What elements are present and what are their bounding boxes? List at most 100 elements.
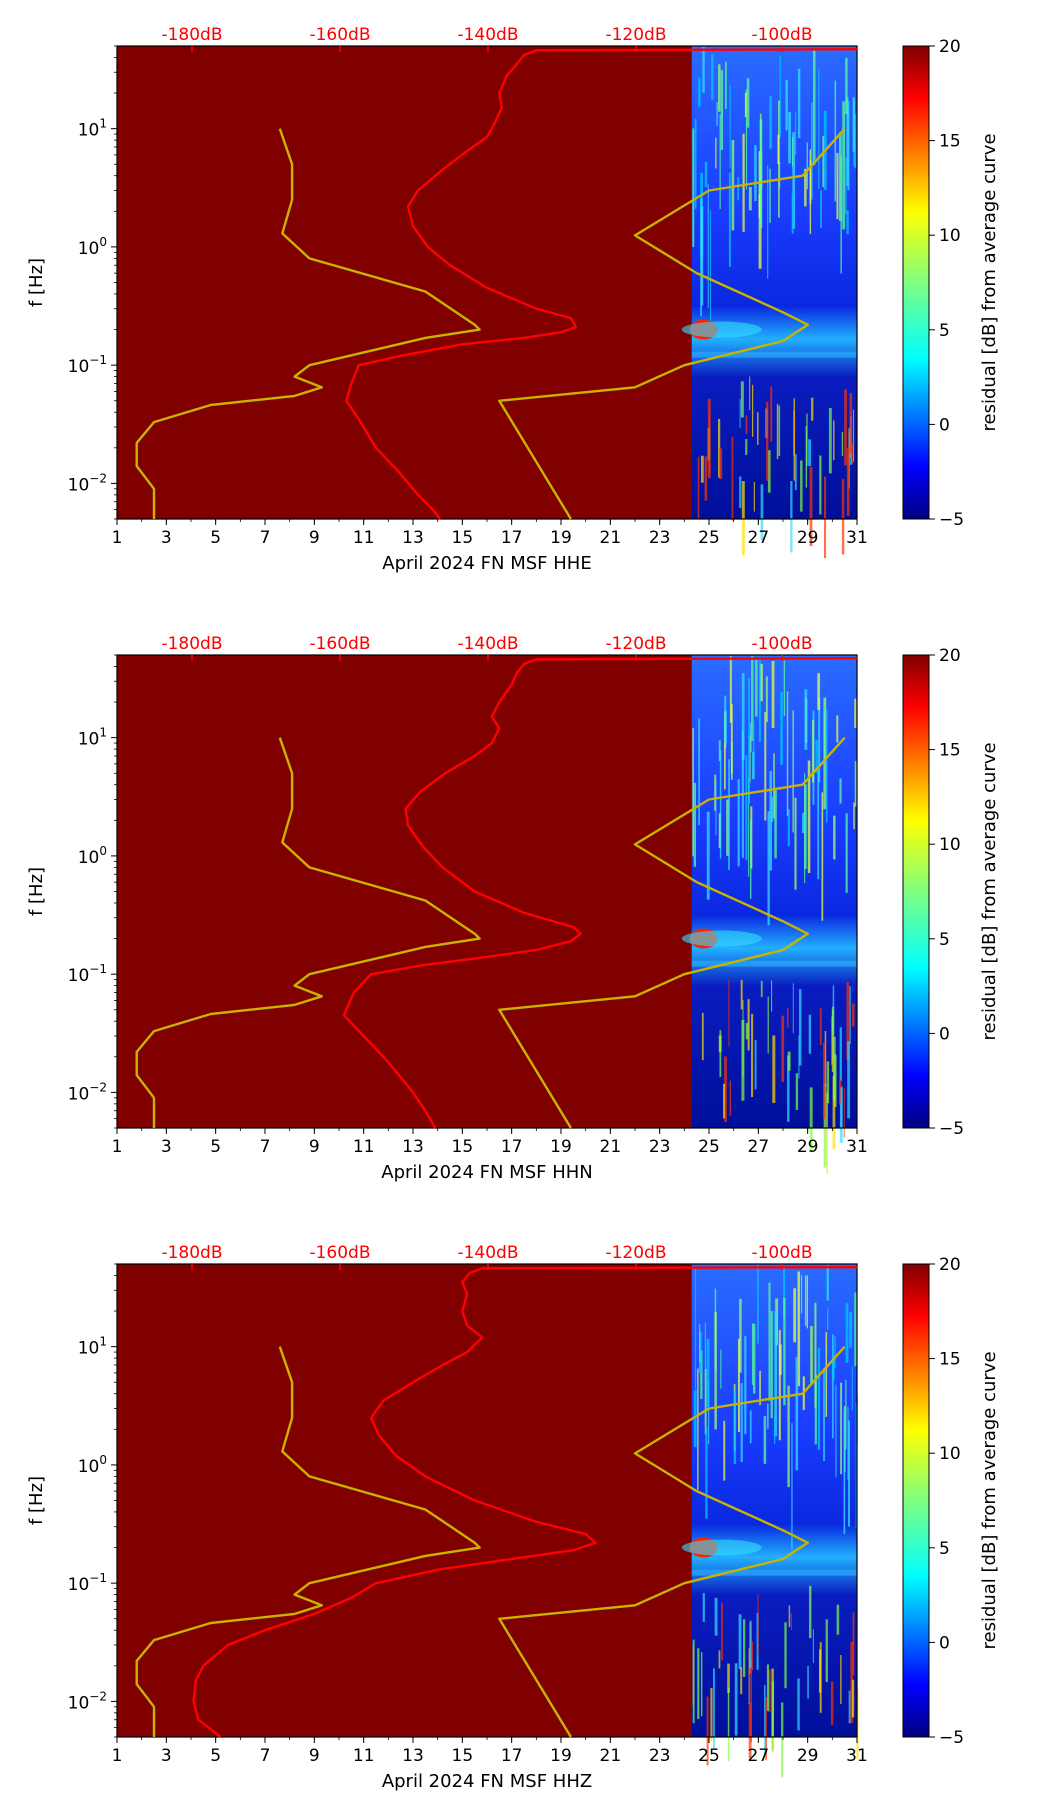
x-tick-label: 25 (698, 1137, 720, 1157)
spectrogram-streak (809, 149, 812, 234)
spectrogram-streak (804, 168, 807, 207)
spectrogram-streak (814, 1374, 817, 1445)
spectrogram-streak (765, 676, 768, 723)
spectrogram-streak (836, 715, 839, 743)
y-tick-label: 10−2 (68, 1689, 107, 1713)
spectrogram-streak (842, 101, 846, 230)
x-tick-label: 27 (748, 1137, 770, 1157)
db-tick-label: -100dB (751, 1243, 812, 1263)
spectrogram-streak (768, 1669, 771, 1712)
spectrogram-streak (751, 656, 754, 742)
x-tick-label: 13 (402, 528, 424, 548)
y-axis-label: f [Hz] (26, 258, 47, 307)
spectrogram-streak (740, 1383, 743, 1463)
series-line-3 (498, 127, 846, 520)
spectrogram-streak (845, 157, 847, 215)
spectrogram-streak (798, 989, 802, 1066)
spectrogram-streak (791, 1423, 793, 1550)
spectrogram-streak (832, 1334, 834, 1439)
x-tick-label: 5 (210, 528, 221, 548)
spectrogram-streak (787, 1385, 790, 1488)
spectrogram-streak (692, 1639, 695, 1724)
colorbar-tick-label: −5 (939, 1728, 964, 1748)
spectrogram-streak (719, 750, 722, 859)
y-tick-label: 100 (78, 235, 107, 259)
spectrogram-streak (745, 755, 748, 861)
spectrogram-streak (783, 1266, 786, 1318)
spectrogram-streak (704, 1322, 706, 1384)
spectrogram-streak (740, 381, 744, 418)
spectrogram-streak (727, 1663, 730, 1693)
series-line-1 (192, 1266, 858, 1738)
spectrogram-streak (728, 759, 730, 870)
spectrogram-streak (847, 1420, 850, 1527)
x-tick-label: 19 (550, 1137, 572, 1157)
spectrogram-streak (770, 386, 773, 442)
spectrogram-streak (781, 1702, 784, 1778)
spectrogram (681, 1264, 859, 1778)
colorbar-tick-label: 10 (939, 835, 961, 855)
spectrogram-streak (811, 397, 814, 421)
spectrogram-streak (710, 1688, 713, 1741)
y-tick-label: 10−2 (68, 471, 107, 495)
spectrogram-streak (825, 1332, 828, 1417)
spectrogram-streak (821, 792, 824, 921)
spectrogram-streak (726, 799, 729, 856)
spectrogram-streak (845, 57, 848, 115)
spectrogram-streak (849, 392, 853, 454)
colorbar: 20 15 10 5 0 −5 residual [dB] from average cur… (902, 37, 1000, 530)
spectrogram-streak (806, 413, 808, 466)
spectrogram-streak (807, 760, 811, 874)
spectrogram-streak (749, 376, 751, 411)
spectrogram-streak (747, 999, 750, 1051)
spectrogram-streak (748, 677, 751, 804)
spectrogram-streak (830, 1681, 834, 1725)
db-tick-label: -140dB (457, 634, 518, 654)
spectrogram-streak (757, 1594, 759, 1656)
x-tick-label: 21 (600, 1746, 622, 1766)
spectrogram-streak (750, 1659, 752, 1743)
spectrogram-streak (724, 712, 726, 790)
spectrogram-streak (797, 1678, 800, 1731)
spectrogram-streak (818, 697, 821, 783)
spectrogram-streak (778, 405, 781, 456)
spectrogram-streak (849, 985, 851, 1044)
spectrogram-streak (748, 186, 752, 211)
spectrogram-streak (812, 1629, 814, 1664)
spectrogram-streak (718, 813, 721, 849)
colorbar-tick-label: 0 (939, 415, 950, 435)
spectrogram-streak (694, 1267, 697, 1389)
spectrogram-streak (854, 1292, 857, 1367)
spectrogram-streak (719, 1030, 722, 1077)
spectrogram-streak (788, 1605, 791, 1628)
spectrogram-streak (846, 447, 850, 516)
spectrogram-streak (770, 1311, 773, 1419)
spectrogram-streak (792, 132, 796, 229)
spectrogram-streak (740, 980, 743, 1010)
db-tick-label: -140dB (457, 1243, 518, 1263)
spectrogram-streak (783, 660, 786, 716)
spectrogram-streak (718, 740, 721, 762)
x-tick-label: 15 (452, 1137, 474, 1157)
spectrogram-streak (739, 399, 741, 429)
spectrogram-streak (754, 1039, 757, 1090)
spectrogram-streak (834, 80, 837, 202)
y-tick-label: 100 (78, 1453, 107, 1477)
spectrogram-streak (739, 1298, 742, 1373)
spectrogram-streak (823, 1367, 825, 1461)
y-tick-label: 101 (78, 726, 107, 750)
x-tick-label: 17 (501, 528, 523, 548)
colorbar-label: residual [dB] from average curve (979, 1351, 1000, 1649)
series-line-1 (345, 48, 858, 520)
spectrogram-streak (825, 709, 828, 823)
spectrogram-streak (790, 1613, 792, 1630)
spectrogram-streak (841, 431, 844, 457)
colorbar-tick-label: 20 (939, 37, 961, 57)
spectrogram-streak (749, 1410, 752, 1444)
colorbar-tick-label: 0 (939, 1024, 950, 1044)
spectrogram-streak (748, 1703, 752, 1759)
spectrogram-streak (724, 710, 727, 744)
spectrogram-streak (740, 1667, 743, 1695)
spectrogram-streak (757, 412, 759, 445)
spectrogram-streak (844, 389, 847, 466)
